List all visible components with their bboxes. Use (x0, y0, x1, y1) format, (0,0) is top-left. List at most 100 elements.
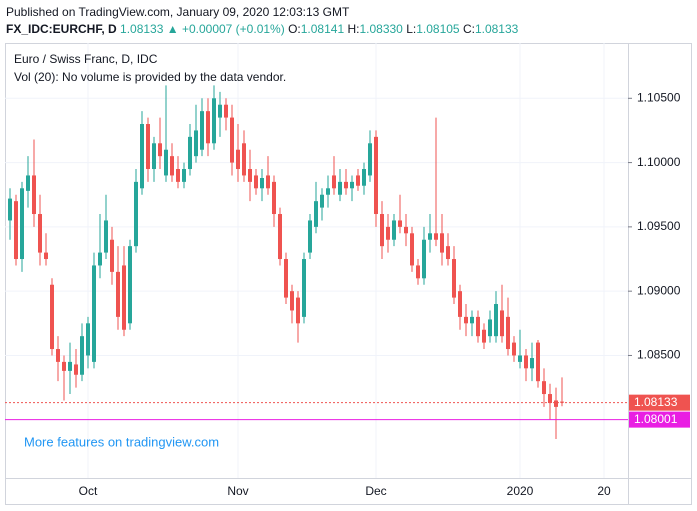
candle-body (494, 304, 498, 337)
candle-body (476, 316, 480, 337)
chart-frame (5, 43, 692, 505)
y-tick-label: 1.08500 (637, 348, 681, 362)
candle-body (140, 124, 144, 189)
candle-body (416, 265, 420, 279)
price-change: ▲ +0.00007 (+0.01%) (166, 22, 285, 36)
x-tick-label: 20 (597, 484, 611, 498)
candle-body (182, 169, 186, 182)
candle-body (518, 355, 522, 362)
candle-body (86, 323, 90, 356)
candle-body (284, 259, 288, 298)
candle-body (524, 355, 528, 369)
candle-body (422, 239, 426, 279)
candle-body (464, 316, 468, 324)
candle-body (68, 361, 72, 371)
candle-body (116, 271, 120, 317)
candle-body (134, 181, 138, 247)
candle-body (50, 284, 54, 350)
candle-body (392, 220, 396, 240)
price-label: 1.08133 (634, 395, 678, 409)
candle-body (176, 169, 180, 182)
candle-body (470, 316, 474, 324)
candle-body (170, 156, 174, 176)
candle-body (314, 201, 318, 227)
y-tick-label: 1.10000 (637, 155, 681, 169)
ohlc-label: C: (462, 22, 475, 36)
price-label: 1.08001 (634, 412, 678, 426)
candle-body (266, 175, 270, 189)
candle-body (14, 201, 18, 260)
candle-body (32, 175, 36, 215)
header: Published on TradingView.com, January 09… (6, 4, 518, 38)
candle-body (110, 239, 114, 272)
candle-body (254, 175, 258, 189)
candle-body (362, 169, 366, 186)
candle-body (374, 136, 378, 215)
candle-body (434, 233, 438, 240)
candle-body (500, 310, 504, 337)
candle-body (458, 291, 462, 317)
candle-body (512, 342, 516, 356)
candle-body (380, 214, 384, 247)
candle-body (488, 319, 492, 337)
candle-body (80, 336, 84, 375)
y-tick-label: 1.10500 (637, 90, 681, 104)
candle-body (206, 111, 210, 144)
candle-body (260, 178, 264, 189)
last-price: 1.08133 (120, 22, 164, 36)
x-tick-label: Dec (365, 484, 386, 498)
candle-body (98, 252, 102, 266)
y-tick-label: 1.09500 (637, 219, 681, 233)
candle-body (506, 316, 510, 350)
x-tick-label: 2020 (507, 484, 534, 498)
y-tick-label: 1.09000 (637, 283, 681, 297)
symbol-line: FX_IDC:EURCHF, D 1.08133 ▲ +0.00007 (+0.… (6, 21, 518, 38)
candle-body (218, 104, 222, 118)
candle-body (38, 214, 42, 253)
candle-body (542, 381, 546, 395)
candle-body (248, 169, 252, 182)
candle-body (62, 361, 66, 371)
candle-body (308, 220, 312, 253)
candle-body (194, 130, 198, 157)
candle-body (236, 149, 240, 170)
candle-body (278, 214, 282, 260)
candle-body (446, 246, 450, 260)
chart-title: Euro / Swiss Franc, D, IDC (14, 52, 158, 66)
candle-body (548, 394, 552, 404)
candle-body (74, 364, 78, 375)
ohlc-label: O: (288, 22, 301, 36)
candle-body (44, 252, 48, 260)
candle-body (350, 181, 354, 189)
ohlc-value: 1.08330 (359, 22, 403, 36)
candle-body (158, 143, 162, 157)
ohlc-label: H: (347, 22, 360, 36)
candle-body (404, 226, 408, 234)
published-note: Published on TradingView.com, January 09… (6, 5, 350, 19)
candle-body (212, 98, 216, 144)
ohlc-value: 1.08133 (474, 22, 519, 36)
candle-body (152, 143, 156, 170)
candle-body (290, 291, 294, 311)
candle-body (368, 143, 372, 176)
x-tick-label: Oct (79, 484, 98, 498)
candle-body (560, 401, 564, 403)
candle-body (188, 136, 192, 170)
candle-body (530, 358, 534, 369)
symbol: FX_IDC:EURCHF, D (6, 22, 117, 36)
ohlc-value: 1.08105 (416, 22, 460, 36)
annotation[interactable]: More features on tradingview.com (24, 434, 219, 449)
candle-body (338, 181, 342, 195)
candle-body (296, 297, 300, 324)
candle-body (8, 198, 12, 221)
candle-body (56, 349, 60, 362)
candle-body (326, 188, 330, 195)
candle-body (92, 265, 96, 362)
candle-body (440, 233, 444, 253)
candle-body (452, 259, 456, 298)
ohlc-value: 1.08141 (300, 22, 345, 36)
candle-body (242, 143, 246, 176)
candle-body (554, 400, 558, 407)
candle-body (122, 265, 126, 330)
